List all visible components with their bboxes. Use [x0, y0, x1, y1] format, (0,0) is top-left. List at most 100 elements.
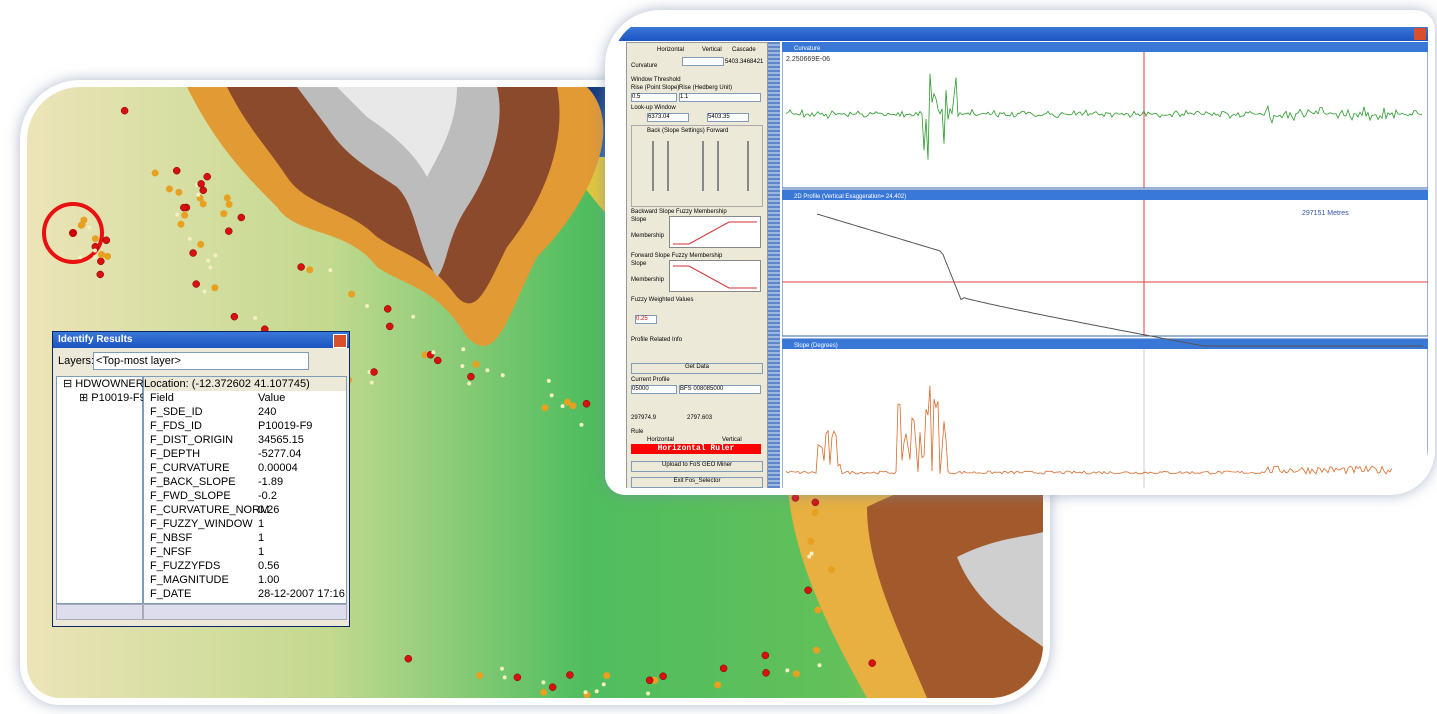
input[interactable]: 5403.35: [707, 113, 749, 122]
tab[interactable]: Horizontal: [657, 47, 685, 53]
field: F_DIST_ORIGIN: [150, 434, 234, 446]
map-point: [206, 258, 211, 263]
map-point: [601, 682, 606, 687]
scrollbar[interactable]: [56, 604, 143, 620]
map-point: [785, 668, 790, 673]
input[interactable]: BFS 008085000: [679, 385, 761, 394]
upload-button[interactable]: Upload to FoS GEO Miner: [631, 461, 763, 472]
map-point: [306, 266, 314, 274]
attribute-label: Curvature: [631, 63, 658, 69]
map-point: [579, 422, 584, 427]
value: -1.89: [258, 476, 284, 488]
close-button[interactable]: [1414, 28, 1426, 40]
map-point: [499, 666, 504, 671]
close-button[interactable]: [333, 334, 347, 348]
map-point: [348, 290, 356, 298]
map-point: [791, 494, 800, 502]
map-point: [560, 404, 565, 409]
map-point: [569, 402, 577, 410]
slider[interactable]: [667, 141, 669, 191]
map-point: [434, 356, 442, 365]
field: F_CURVATURE: [150, 462, 230, 474]
table-row: F_BACK_SLOPE -1.89: [150, 475, 346, 489]
map-point: [297, 263, 305, 271]
column-header: Field: [150, 392, 174, 404]
exit-button[interactable]: Exit Fos_Selector: [631, 477, 763, 488]
value: 0.00004: [258, 462, 298, 474]
field-label: Membership: [631, 233, 665, 239]
tree-node[interactable]: ⊟ HDWOWNER.FO: [63, 378, 163, 390]
map-point: [225, 227, 233, 235]
map-point: [762, 669, 770, 677]
map-point: [500, 373, 505, 378]
value: -5277.04: [258, 448, 302, 460]
input[interactable]: 05000: [631, 385, 677, 394]
tab[interactable]: Cascade: [732, 47, 756, 53]
section-label: Fuzzy Weighted Values: [631, 297, 694, 303]
table-row: F_CURVATURE 0.00004: [150, 461, 346, 475]
pane-title-bar: [782, 339, 1428, 349]
identify-window: Identify Results Layers: <Top-most layer…: [52, 331, 350, 627]
map-point: [646, 691, 651, 696]
table-row: F_DIST_ORIGIN 34565.15: [150, 433, 346, 447]
layers-label: Layers:: [58, 355, 95, 367]
field: F_ELECTED: [150, 601, 258, 603]
slider[interactable]: [717, 141, 719, 191]
table-row: F_NBSF 1: [150, 531, 346, 545]
field-label: Horizontal: [647, 437, 675, 443]
field: F_FUZZY_WINDOW: [150, 518, 253, 530]
input[interactable]: 6373.04: [647, 113, 689, 122]
input[interactable]: 1.1: [679, 93, 761, 102]
attribute-dropdown[interactable]: [682, 57, 724, 66]
table-row: F_ELECTED1: [150, 601, 346, 603]
value: P10019-F9: [258, 420, 313, 432]
coord: 2797.603: [687, 415, 713, 421]
map-point: [472, 360, 480, 368]
input[interactable]: 0.5: [631, 93, 677, 102]
table-row: F_SDE_ID 240: [150, 405, 346, 419]
field-label: Slope: [631, 261, 647, 267]
map-point: [328, 268, 333, 273]
value: 0.56: [258, 560, 280, 572]
map-point: [467, 372, 475, 381]
tree-label: P10019-F9: [91, 392, 146, 404]
ruler-button[interactable]: Horizontal Ruler: [631, 444, 761, 454]
coord: 297974.9: [631, 415, 657, 421]
get-data-button[interactable]: Get Data: [631, 363, 763, 374]
slider[interactable]: [702, 141, 704, 191]
field: F_FUZZYFDS: [150, 560, 221, 572]
map-point: [78, 255, 83, 260]
map-point: [502, 675, 507, 680]
map-point: [431, 350, 436, 355]
map-point: [404, 654, 413, 663]
field: F_DEPTH: [150, 448, 201, 460]
layers-dropdown[interactable]: <Top-most layer>: [93, 352, 309, 370]
field: F_BACK_SLOPE: [150, 476, 236, 488]
slider[interactable]: [652, 141, 654, 191]
map-point: [385, 322, 394, 331]
map-point: [583, 690, 588, 695]
pane-title-bar: [782, 190, 1428, 200]
field-label: Slope: [631, 217, 647, 223]
tree-node[interactable]: ⊞ P10019-F9: [79, 392, 146, 404]
map-point: [196, 192, 201, 197]
slider[interactable]: [747, 141, 749, 191]
value: 1: [258, 532, 265, 544]
value: 34565.15: [258, 434, 304, 446]
scrollbar[interactable]: [143, 604, 347, 620]
map-point: [211, 284, 219, 292]
map-point: [582, 399, 591, 408]
attribute-panel: Location: (-12.372602 41.107745) Field Va…: [143, 376, 347, 604]
splitter[interactable]: [768, 42, 780, 488]
map-point: [549, 393, 554, 398]
map-point: [165, 185, 173, 193]
tab[interactable]: Vertical: [702, 47, 722, 53]
map-point: [461, 347, 466, 352]
map-point: [87, 225, 92, 230]
map-point: [411, 314, 416, 319]
map-point: [563, 398, 571, 406]
map-point: [540, 688, 548, 696]
profile-line: [816, 213, 1423, 347]
map-point: [804, 586, 812, 594]
